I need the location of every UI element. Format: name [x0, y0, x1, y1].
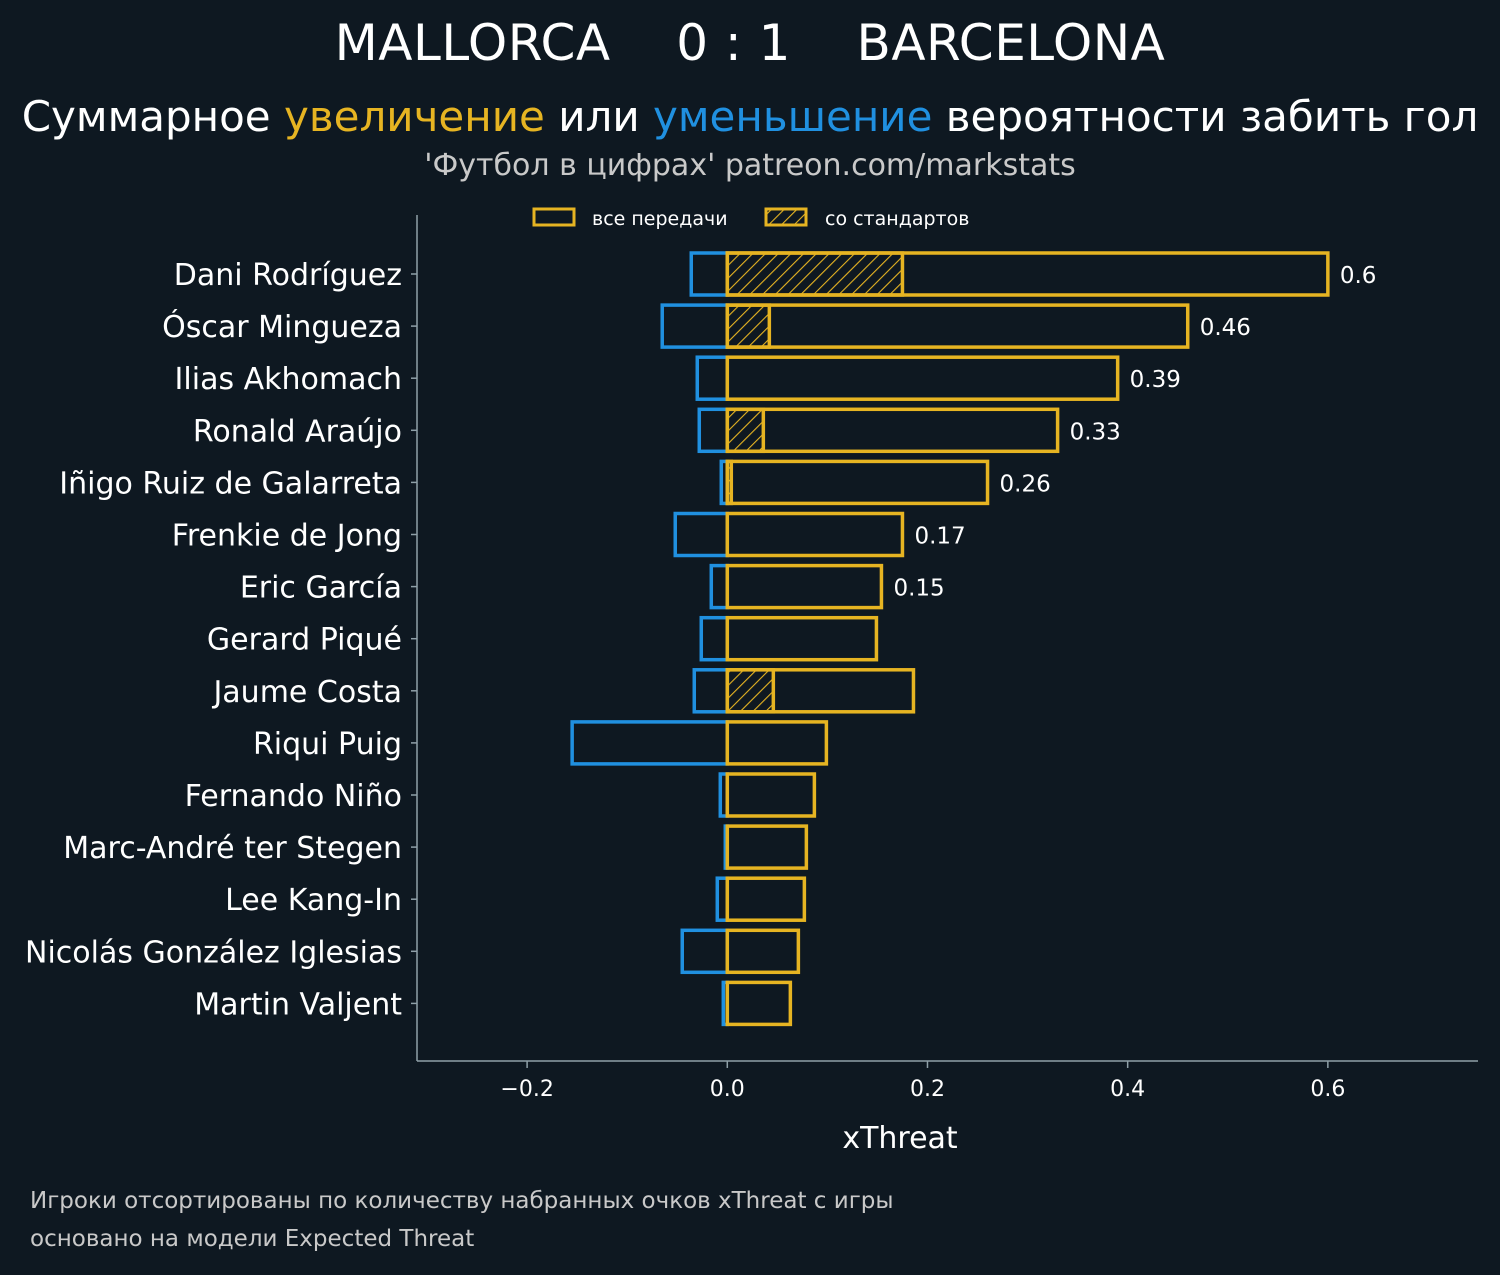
bar-increase [725, 720, 829, 766]
subtitle-part3: вероятности забить гол [932, 92, 1479, 141]
bar-increase [725, 668, 916, 714]
x-tick-label: 0.0 [710, 1077, 745, 1102]
bar-decrease [680, 928, 730, 975]
legend-label-all-passes: все передачи [592, 208, 728, 230]
bar-increase [725, 459, 990, 506]
data-label: 0.15 [893, 576, 944, 602]
bar-set-pieces [725, 668, 776, 714]
bar-increase [725, 511, 905, 558]
y-tick-label: Iñigo Ruiz de Galarreta [59, 466, 402, 501]
y-tick-label: Eric García [240, 571, 402, 606]
y-tick-label: Óscar Mingueza [162, 308, 402, 345]
chart-title: MALLORCA 0 : 1 BARCELONA [334, 14, 1166, 72]
footnote-sorting: Игроки отсортированы по количеству набра… [30, 1188, 894, 1214]
bar-increase [725, 615, 879, 662]
footnote-model: основано на модели Expected Threat [30, 1226, 475, 1252]
legend-label-set-pieces: со стандартов [825, 208, 969, 230]
y-tick-label: Gerard Piqué [207, 623, 402, 658]
x-tick-label: 0.4 [1110, 1077, 1145, 1102]
bar-increase [725, 563, 884, 610]
x-tick-label: 0.2 [910, 1077, 945, 1102]
y-tick-label: Martin Valjent [194, 987, 402, 1022]
y-tick-label: Lee Kang-In [225, 883, 402, 918]
x-axis-ticks: −0.2 0.0 0.2 0.4 0.6 [500, 1061, 1345, 1102]
bar-increase [725, 772, 817, 818]
y-tick-label: Nicolás González Iglesias [25, 935, 402, 970]
y-tick-label: Dani Rodríguez [174, 258, 402, 293]
y-tick-label: Marc-André ter Stegen [63, 831, 402, 866]
bar-increase [725, 251, 1330, 297]
bar-increase [725, 303, 1190, 349]
bar-decrease [695, 355, 730, 401]
subtitle-decrease-word: уменьшение [652, 92, 933, 141]
x-axis-label: xThreat [842, 1121, 958, 1156]
bar-increase [725, 876, 807, 922]
data-label: 0.26 [1000, 471, 1051, 497]
y-tick-label: Fernando Niño [185, 779, 402, 814]
legend-swatch-set-pieces [764, 207, 808, 227]
bar-increase [725, 824, 809, 870]
subtitle-increase-word: увеличение [284, 92, 545, 141]
bar-decrease [673, 511, 730, 558]
legend-swatch-all-passes [532, 207, 576, 227]
y-axis-labels: Dani Rodríguez Óscar Mingueza Ilias Akhoma… [25, 258, 417, 1022]
bar-set-pieces [725, 303, 772, 349]
chart-axes [416, 215, 1478, 1062]
y-tick-label: Ronald Araújo [193, 414, 402, 449]
bar-increase [725, 355, 1120, 401]
subtitle-part1: Суммарное [21, 92, 284, 141]
chart-bars [570, 251, 1330, 1027]
bar-increase [725, 980, 793, 1027]
y-tick-label: Ilias Akhomach [175, 362, 402, 397]
x-tick-label: −0.2 [500, 1077, 553, 1102]
bar-decrease [709, 563, 730, 610]
data-label: 0.39 [1130, 367, 1181, 393]
bar-set-pieces [725, 251, 905, 297]
y-tick-label: Riqui Puig [253, 727, 402, 762]
subtitle-part2: или [544, 92, 653, 141]
bar-decrease [692, 668, 730, 714]
chart-subtitle: Суммарное увеличение или уменьшение веро… [0, 92, 1500, 141]
y-tick-label: Jaume Costa [211, 675, 402, 710]
data-label: 0.6 [1340, 263, 1377, 289]
bar-increase [725, 928, 801, 975]
chart-legend: все передачи со стандартов [532, 207, 969, 230]
bar-decrease [570, 720, 730, 766]
bar-decrease [699, 615, 730, 662]
data-label: 0.46 [1200, 315, 1251, 341]
chart-credit: 'Футбол в цифрах' patreon.com/markstats [424, 148, 1076, 183]
data-label: 0.17 [914, 524, 965, 550]
bar-decrease [660, 303, 730, 349]
x-tick-label: 0.6 [1310, 1077, 1345, 1102]
y-tick-label: Frenkie de Jong [172, 519, 402, 554]
data-labels: 0.6 0.46 0.39 0.33 0.26 0.17 0.15 [893, 263, 1376, 602]
data-label: 0.33 [1070, 419, 1121, 445]
bar-set-pieces [725, 407, 766, 454]
bar-increase [725, 407, 1060, 454]
bar-decrease [697, 407, 730, 454]
bar-decrease [689, 251, 730, 297]
